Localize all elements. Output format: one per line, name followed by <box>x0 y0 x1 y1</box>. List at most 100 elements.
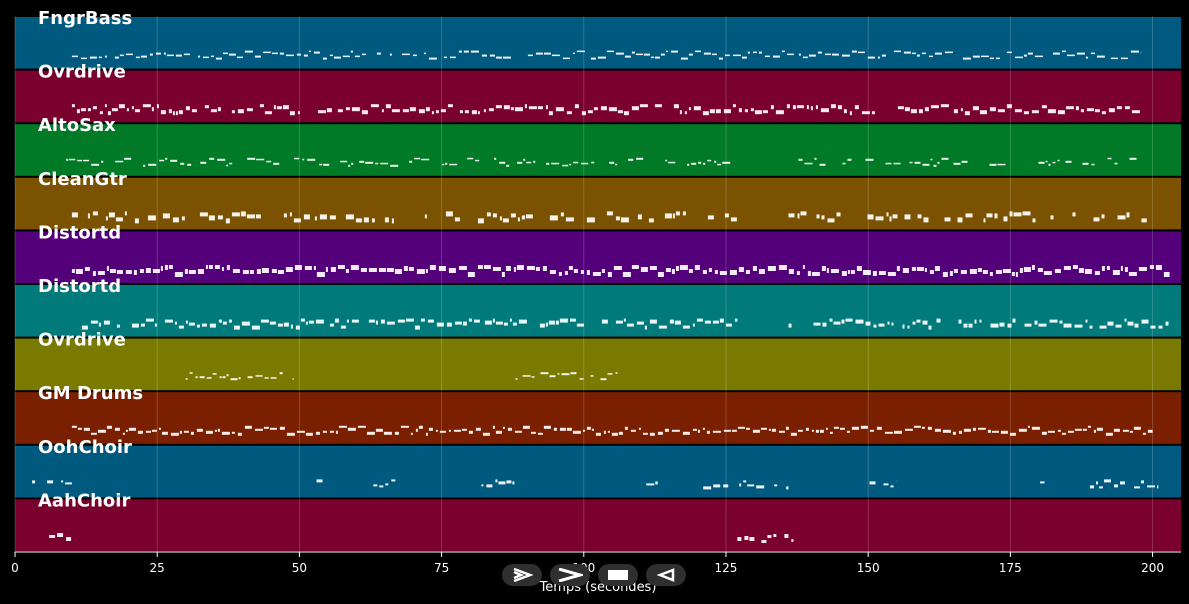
note <box>118 104 125 109</box>
note <box>865 321 871 326</box>
note <box>624 55 631 58</box>
note <box>574 104 579 109</box>
note <box>1124 106 1130 110</box>
note <box>865 158 874 161</box>
note <box>668 161 676 164</box>
note <box>770 105 774 110</box>
note <box>164 319 173 323</box>
note <box>595 432 601 436</box>
note <box>649 432 655 436</box>
note <box>884 431 893 434</box>
note <box>1108 108 1115 113</box>
note <box>329 54 333 57</box>
note <box>214 265 220 269</box>
note <box>886 212 889 217</box>
track-lane: AltoSax <box>15 115 1181 176</box>
note <box>214 429 217 432</box>
note <box>704 320 711 324</box>
note <box>295 325 300 330</box>
note <box>902 324 905 329</box>
note <box>462 321 467 326</box>
note <box>664 428 669 432</box>
stop-button[interactable] <box>598 564 638 586</box>
note <box>405 318 414 322</box>
note <box>1006 104 1012 109</box>
note <box>798 53 801 56</box>
note <box>445 162 448 165</box>
note <box>195 376 198 379</box>
note <box>1141 319 1149 324</box>
note <box>784 534 789 538</box>
track-background <box>15 70 1181 123</box>
note <box>693 106 701 111</box>
note <box>788 323 792 328</box>
note <box>788 213 795 218</box>
play-button[interactable] <box>502 564 542 586</box>
note <box>1015 272 1018 277</box>
note <box>837 105 842 110</box>
note <box>972 427 976 431</box>
note <box>942 272 948 277</box>
note <box>99 111 103 115</box>
note <box>285 267 293 272</box>
note <box>335 430 338 434</box>
note <box>723 429 731 432</box>
note <box>841 271 847 276</box>
note <box>738 108 742 113</box>
note <box>775 110 784 115</box>
rewind-triangle-icon <box>656 568 675 582</box>
note <box>271 269 277 273</box>
note <box>674 320 681 325</box>
note <box>1057 429 1061 432</box>
note <box>995 57 1000 60</box>
note <box>953 162 961 165</box>
note <box>714 270 718 274</box>
note <box>875 216 884 221</box>
note <box>694 265 700 270</box>
note <box>378 268 386 272</box>
note <box>1076 52 1085 55</box>
note <box>543 52 551 55</box>
note <box>1157 485 1159 489</box>
note <box>615 320 623 324</box>
note <box>549 270 556 274</box>
note <box>142 104 151 108</box>
note <box>77 159 83 162</box>
note <box>1038 161 1045 164</box>
note <box>628 158 634 161</box>
note <box>562 57 570 60</box>
note <box>1133 426 1141 430</box>
note <box>800 211 807 216</box>
note <box>680 57 688 60</box>
note <box>607 430 610 433</box>
note <box>718 57 723 60</box>
note <box>713 484 721 488</box>
note <box>747 484 755 487</box>
note <box>515 378 518 380</box>
note <box>408 267 414 271</box>
note <box>376 52 381 55</box>
note <box>785 426 789 430</box>
note <box>210 55 214 58</box>
note <box>403 266 408 271</box>
note <box>892 214 898 219</box>
forward-button[interactable] <box>550 564 590 586</box>
note <box>781 50 785 53</box>
note <box>642 432 648 435</box>
note <box>271 52 278 55</box>
rewind-button[interactable] <box>646 564 686 586</box>
note <box>762 110 768 114</box>
note <box>453 429 461 432</box>
note <box>850 270 855 274</box>
note <box>124 211 127 216</box>
note <box>165 157 168 160</box>
track-lane: Ovrdrive <box>15 62 1181 123</box>
note <box>47 480 54 484</box>
note <box>1107 321 1114 326</box>
note <box>797 429 803 432</box>
note <box>590 57 596 60</box>
note <box>385 104 391 109</box>
note <box>924 268 927 272</box>
note <box>348 164 351 167</box>
note <box>1072 212 1076 217</box>
